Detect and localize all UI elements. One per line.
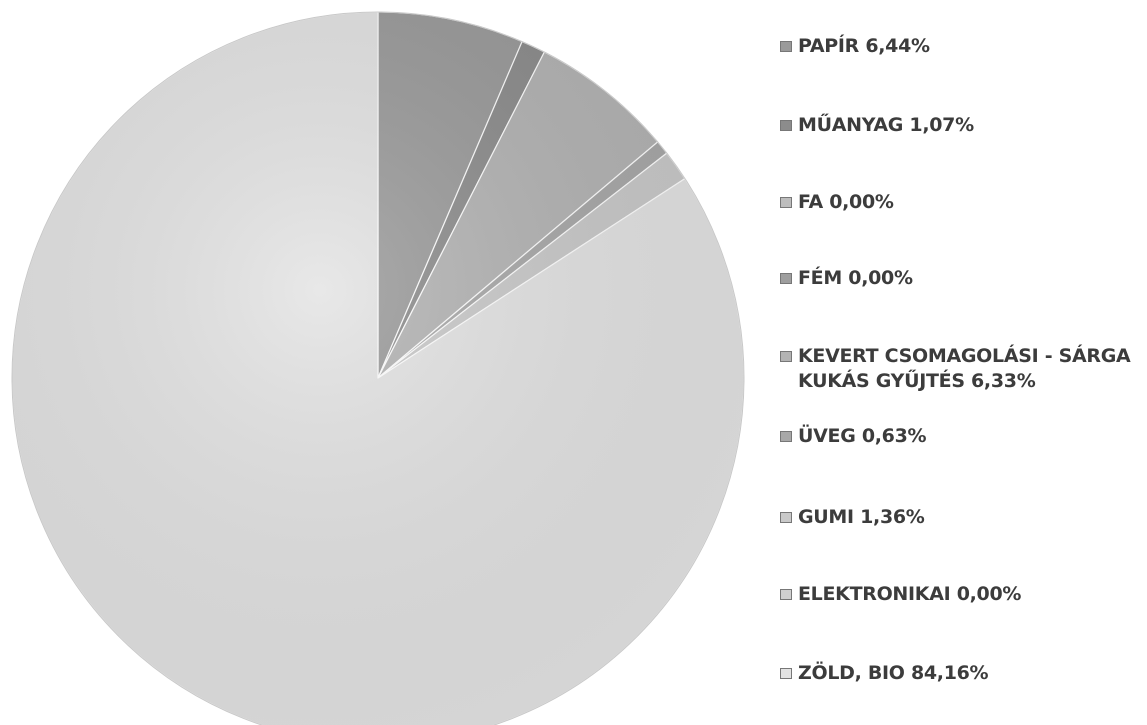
legend-item: MŰANYAG 1,07% xyxy=(780,113,1147,138)
pie-outline xyxy=(11,11,745,725)
legend-swatch xyxy=(780,273,792,284)
legend-swatch xyxy=(780,589,792,600)
legend-label: PAPÍR 6,44% xyxy=(798,35,930,57)
legend-item: ELEKTRONIKAI 0,00% xyxy=(780,582,1147,607)
legend-swatch xyxy=(780,120,792,131)
legend-item: ÜVEG 0,63% xyxy=(780,424,1147,449)
legend-item: FÉM 0,00% xyxy=(780,266,1147,291)
legend-swatch xyxy=(780,41,792,52)
legend-swatch xyxy=(780,351,792,362)
legend-item: FA 0,00% xyxy=(780,190,1147,215)
legend-item: ZÖLD, BIO 84,16% xyxy=(780,661,1147,686)
chart-legend: PAPÍR 6,44% MŰANYAG 1,07% FA 0,00% FÉM 0,00… xyxy=(780,0,1147,725)
legend-label: ZÖLD, BIO 84,16% xyxy=(798,662,989,684)
legend-item: PAPÍR 6,44% xyxy=(780,34,1147,59)
legend-label: MŰANYAG 1,07% xyxy=(798,114,974,136)
legend-swatch xyxy=(780,512,792,523)
pie-shading xyxy=(12,12,744,725)
legend-item: KEVERT CSOMAGOLÁSI - SÁRGA KUKÁS GYŰJTÉS… xyxy=(780,344,1147,394)
legend-item: GUMI 1,36% xyxy=(780,505,1147,530)
legend-swatch xyxy=(780,668,792,679)
legend-label: FÉM 0,00% xyxy=(798,267,913,289)
pie-chart xyxy=(11,11,745,725)
legend-label: GUMI 1,36% xyxy=(798,506,925,528)
legend-swatch xyxy=(780,431,792,442)
legend-label: KEVERT CSOMAGOLÁSI - SÁRGA KUKÁS GYŰJTÉS… xyxy=(798,345,1131,392)
legend-swatch xyxy=(780,197,792,208)
legend-label: FA 0,00% xyxy=(798,191,894,213)
legend-label: ÜVEG 0,63% xyxy=(798,425,927,447)
legend-label: ELEKTRONIKAI 0,00% xyxy=(798,583,1022,605)
